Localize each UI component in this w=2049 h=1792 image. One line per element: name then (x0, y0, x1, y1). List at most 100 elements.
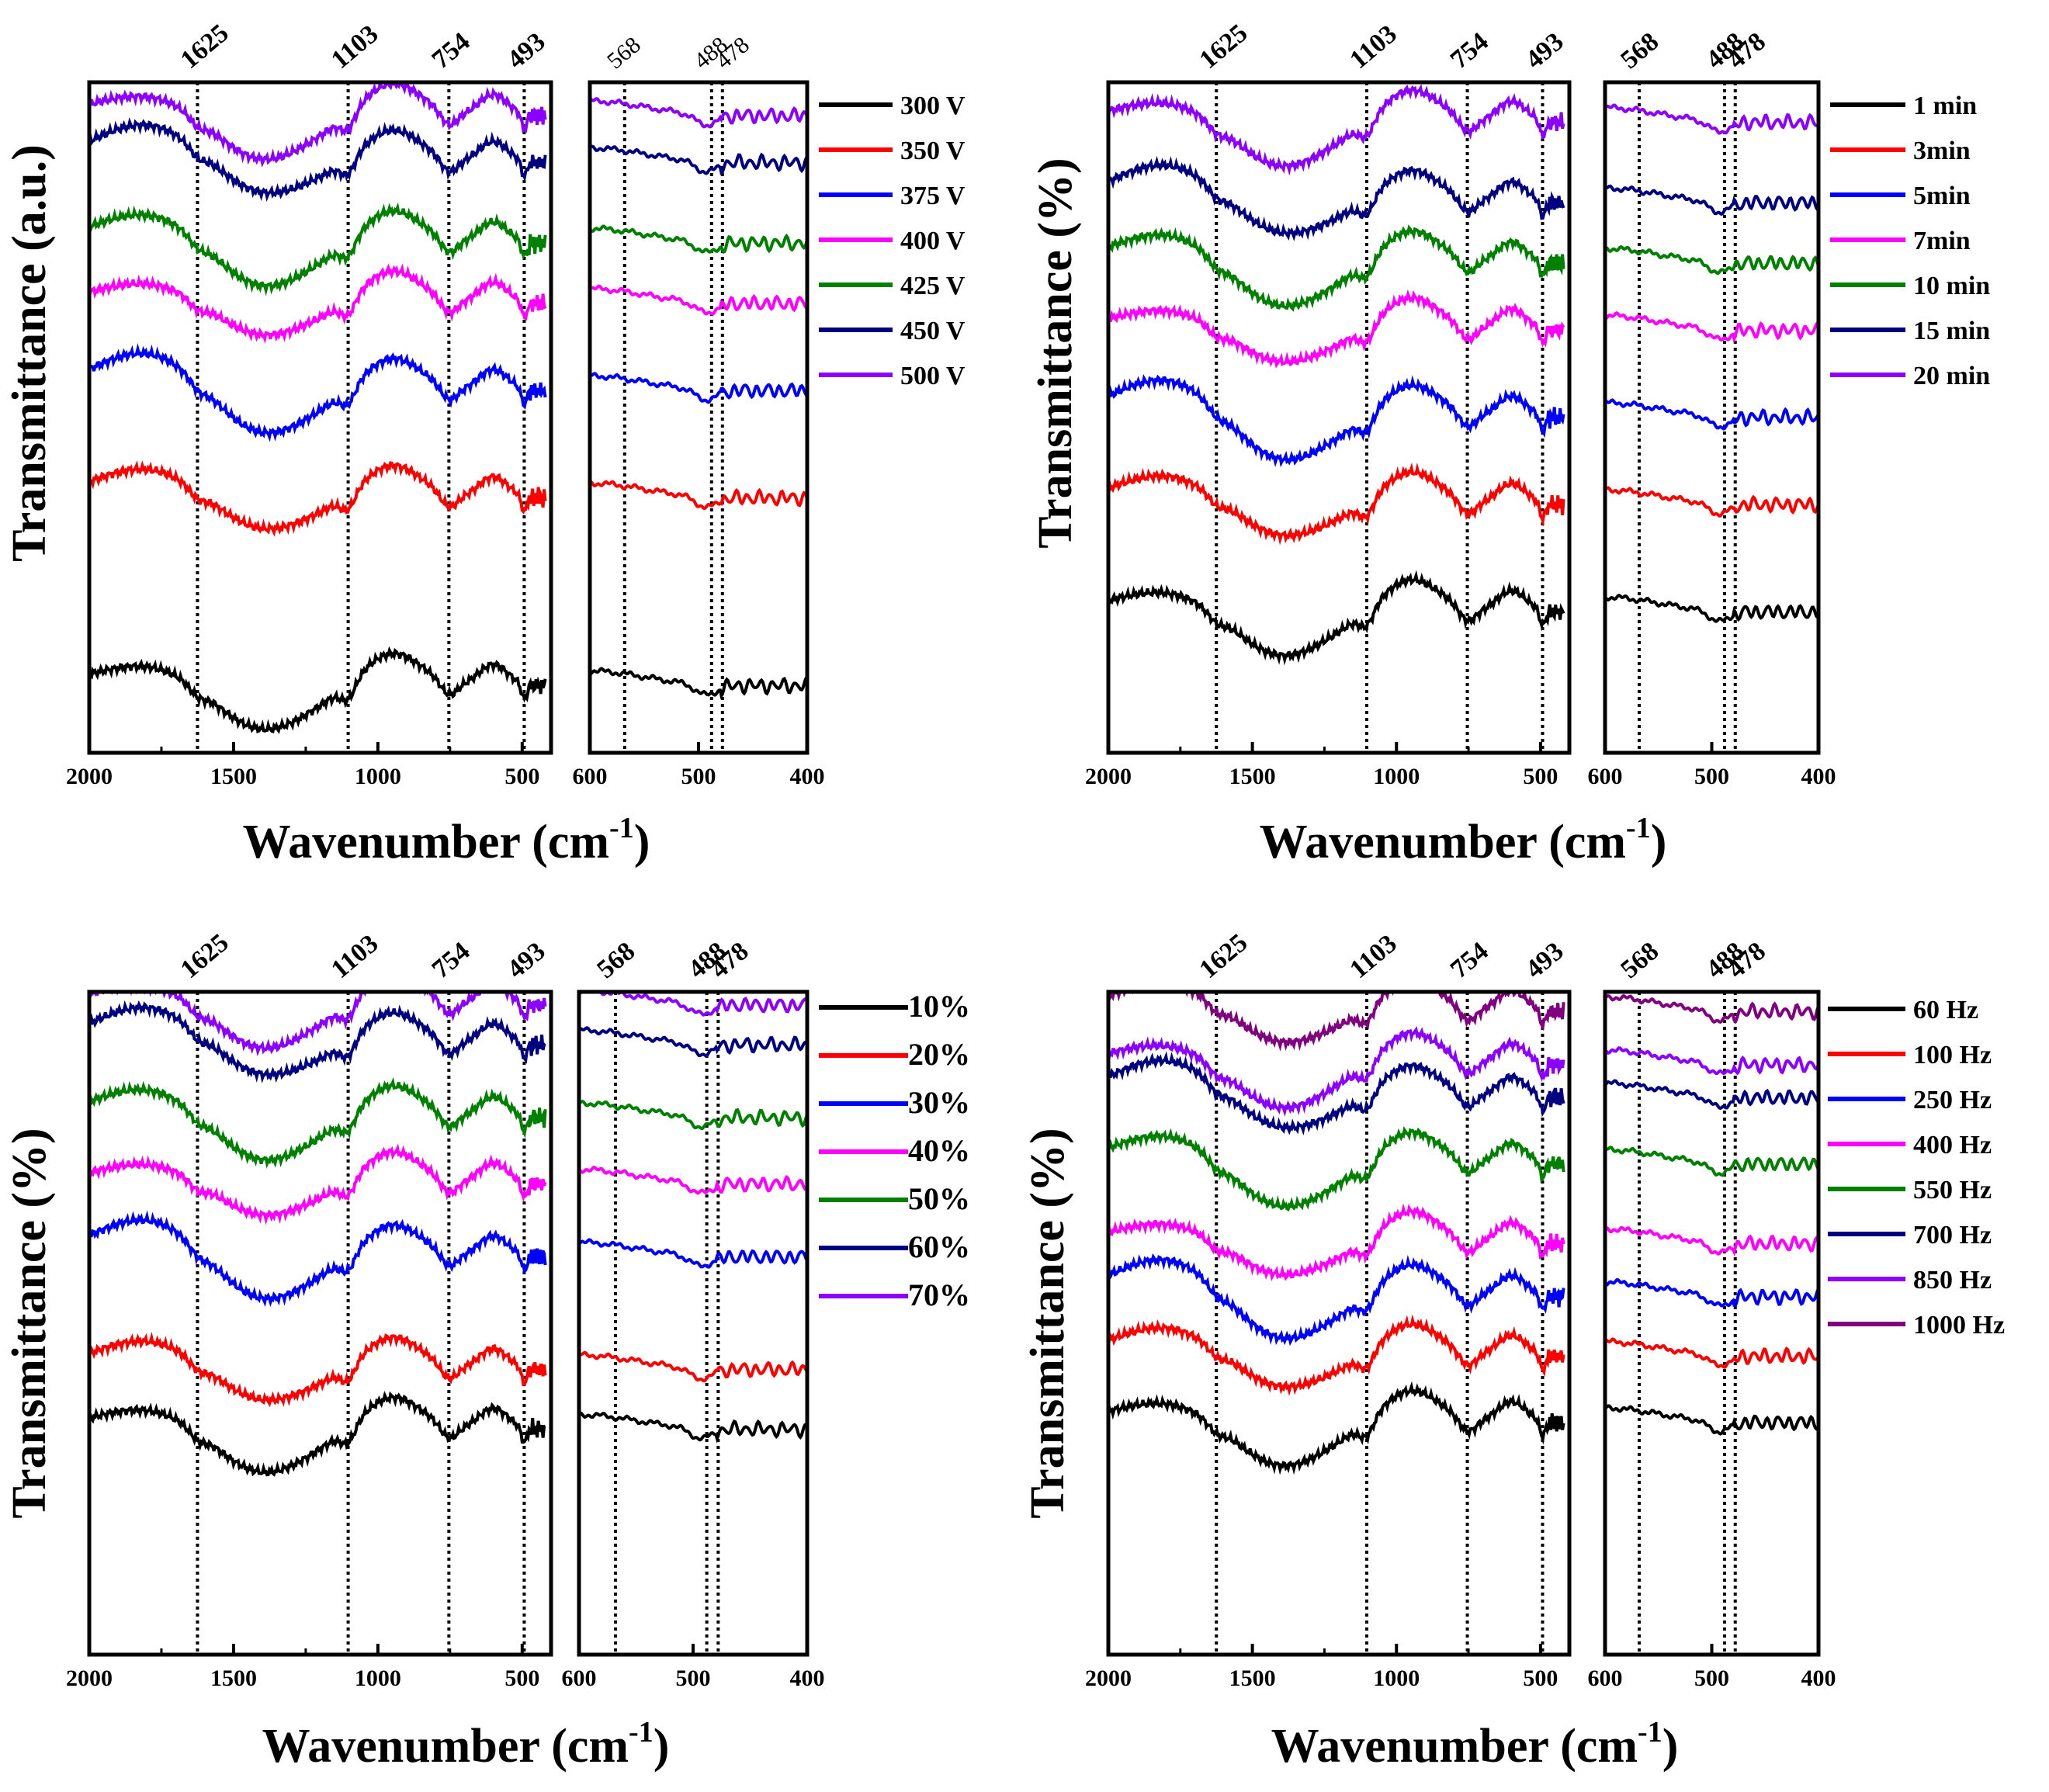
x-axis-title-sup: -1 (629, 1716, 654, 1749)
x-axis-title-main: Wavenumber (cm (1271, 1720, 1638, 1773)
main-xtick-label-1000: 1000 (355, 1665, 401, 1691)
legend-label: 300 V (900, 92, 966, 120)
legend-label: 5min (1913, 182, 1971, 210)
peak-label-1625: 1625 (1194, 19, 1253, 75)
x-axis-title-main: Wavenumber (cm (262, 1720, 629, 1773)
main-plot-frame (87, 80, 553, 755)
legend-label: 40% (908, 1133, 970, 1168)
zoom-xtick-label-500: 500 (1694, 764, 1729, 789)
zoom-xtick-label-400: 400 (1801, 764, 1836, 789)
zoom-series-7min (1605, 311, 1818, 344)
x-axis-title-main: Wavenumber (cm (1260, 816, 1626, 868)
main-xtick-label-2000: 2000 (1085, 1665, 1132, 1691)
peak-label-1625: 1625 (175, 928, 234, 984)
zoom-series-60-hz (1605, 1404, 1818, 1436)
peak-label-493: 493 (502, 937, 551, 984)
main-plot-frame (1106, 80, 1572, 755)
y-axis-title: Transmittance (%) (3, 1128, 56, 1518)
zoom-series-10-min (1605, 244, 1818, 276)
main-series-40- (89, 1143, 547, 1225)
x-axis-title-main: Wavenumber (cm (243, 816, 609, 868)
main-series-10-min (1108, 224, 1565, 312)
zoom-series-450-v (590, 144, 807, 175)
main-series-425-v (89, 202, 547, 296)
zoom-series-250-hz (1605, 1277, 1818, 1308)
zoom-xtick-label-400: 400 (790, 764, 825, 789)
zoom-xtick-label-400: 400 (1801, 1665, 1836, 1691)
x-axis-title: Wavenumber (cm-1) (1260, 812, 1667, 868)
zoom-series-850-hz (1605, 1046, 1818, 1076)
legend-label: 100 Hz (1913, 1041, 1992, 1069)
peak-label-1103: 1103 (1344, 19, 1402, 75)
legend-label: 15 min (1913, 317, 1990, 345)
zoom-series-20-min (1605, 103, 1818, 135)
zoom-series-20- (579, 1350, 807, 1383)
main-xtick-label-1000: 1000 (1373, 764, 1420, 789)
main-series-1000-hz (1108, 992, 1565, 1052)
main-xtick-label-1500: 1500 (210, 1665, 257, 1691)
legend-label: 850 Hz (1913, 1266, 1992, 1295)
peak-label-1103: 1103 (326, 929, 383, 984)
zoom-series-10- (579, 1411, 807, 1444)
main-series-100-hz (1108, 1314, 1565, 1396)
zoom-plot-frame (588, 80, 810, 755)
peak-label-754: 754 (427, 27, 476, 75)
zoom-series-375-v (590, 372, 807, 404)
x-axis-title-close: ) (654, 1720, 670, 1773)
main-series-450-v (89, 117, 547, 203)
zoom-xtick-label-400: 400 (790, 1665, 825, 1691)
zoom-peak-label-568: 568 (591, 937, 640, 984)
legend: 60 Hz 100 Hz 250 Hz 400 Hz 550 Hz 700 Hz 850 H… (1828, 996, 2005, 1340)
zoom-plot-frame (1603, 80, 1821, 755)
x-axis-title-close: ) (1651, 816, 1667, 868)
x-axis-title-close: ) (634, 816, 650, 868)
main-plot-frame (87, 990, 553, 1657)
legend-label: 450 V (900, 317, 966, 345)
main-series-400-hz (1108, 1203, 1565, 1282)
x-axis-title: Wavenumber (cm-1) (243, 812, 650, 868)
x-axis-title-sup: -1 (1626, 812, 1651, 844)
peak-label-1103: 1103 (326, 19, 383, 75)
peak-label-1625: 1625 (175, 19, 234, 75)
main-series-30- (89, 1210, 547, 1307)
main-series-60-hz (1108, 1381, 1565, 1475)
legend-label: 10 min (1913, 272, 1990, 300)
legend-label: 50% (908, 1181, 970, 1216)
legend-label: 500 V (900, 362, 966, 390)
y-axis-title: Transmittance (%) (1021, 1128, 1074, 1518)
x-axis-title: Wavenumber (cm-1) (1271, 1716, 1679, 1773)
zoom-series-30- (579, 1238, 807, 1269)
legend-label: 700 Hz (1913, 1221, 1992, 1250)
main-series-50- (89, 1076, 547, 1169)
zoom-plot-frame (1603, 990, 1821, 1657)
legend-label: 30% (908, 1085, 970, 1120)
main-series-7min (1108, 289, 1565, 369)
zoom-series-425-v (590, 224, 807, 255)
main-series-500-v (89, 82, 547, 168)
legend-label: 250 Hz (1913, 1086, 1992, 1114)
peak-label-1103: 1103 (1344, 929, 1402, 984)
x-axis-title: Wavenumber (cm-1) (262, 1716, 670, 1773)
x-axis-title-sup: -1 (609, 812, 634, 844)
main-plot-frame (1106, 990, 1572, 1657)
zoom-xtick-label-500: 500 (681, 764, 716, 789)
main-series-3min (1108, 462, 1565, 546)
legend-label: 10% (908, 989, 970, 1024)
main-series-20-min (1108, 84, 1565, 176)
main-series-15-min (1108, 155, 1565, 241)
peak-label-754: 754 (1445, 27, 1494, 75)
zoom-series-100-hz (1605, 1337, 1818, 1369)
legend-label: 425 V (900, 272, 966, 300)
zoom-series-40- (579, 1165, 807, 1195)
legend-label: 400 V (900, 227, 966, 255)
legend-label: 400 Hz (1913, 1131, 1992, 1159)
zoom-xtick-label-500: 500 (1694, 1665, 1729, 1691)
main-series-5min (1108, 374, 1565, 468)
zoom-series-400-hz (1605, 1225, 1818, 1257)
peak-label-493: 493 (1520, 27, 1569, 75)
zoom-series-500-v (590, 96, 807, 129)
main-xtick-label-500: 500 (504, 1665, 539, 1691)
